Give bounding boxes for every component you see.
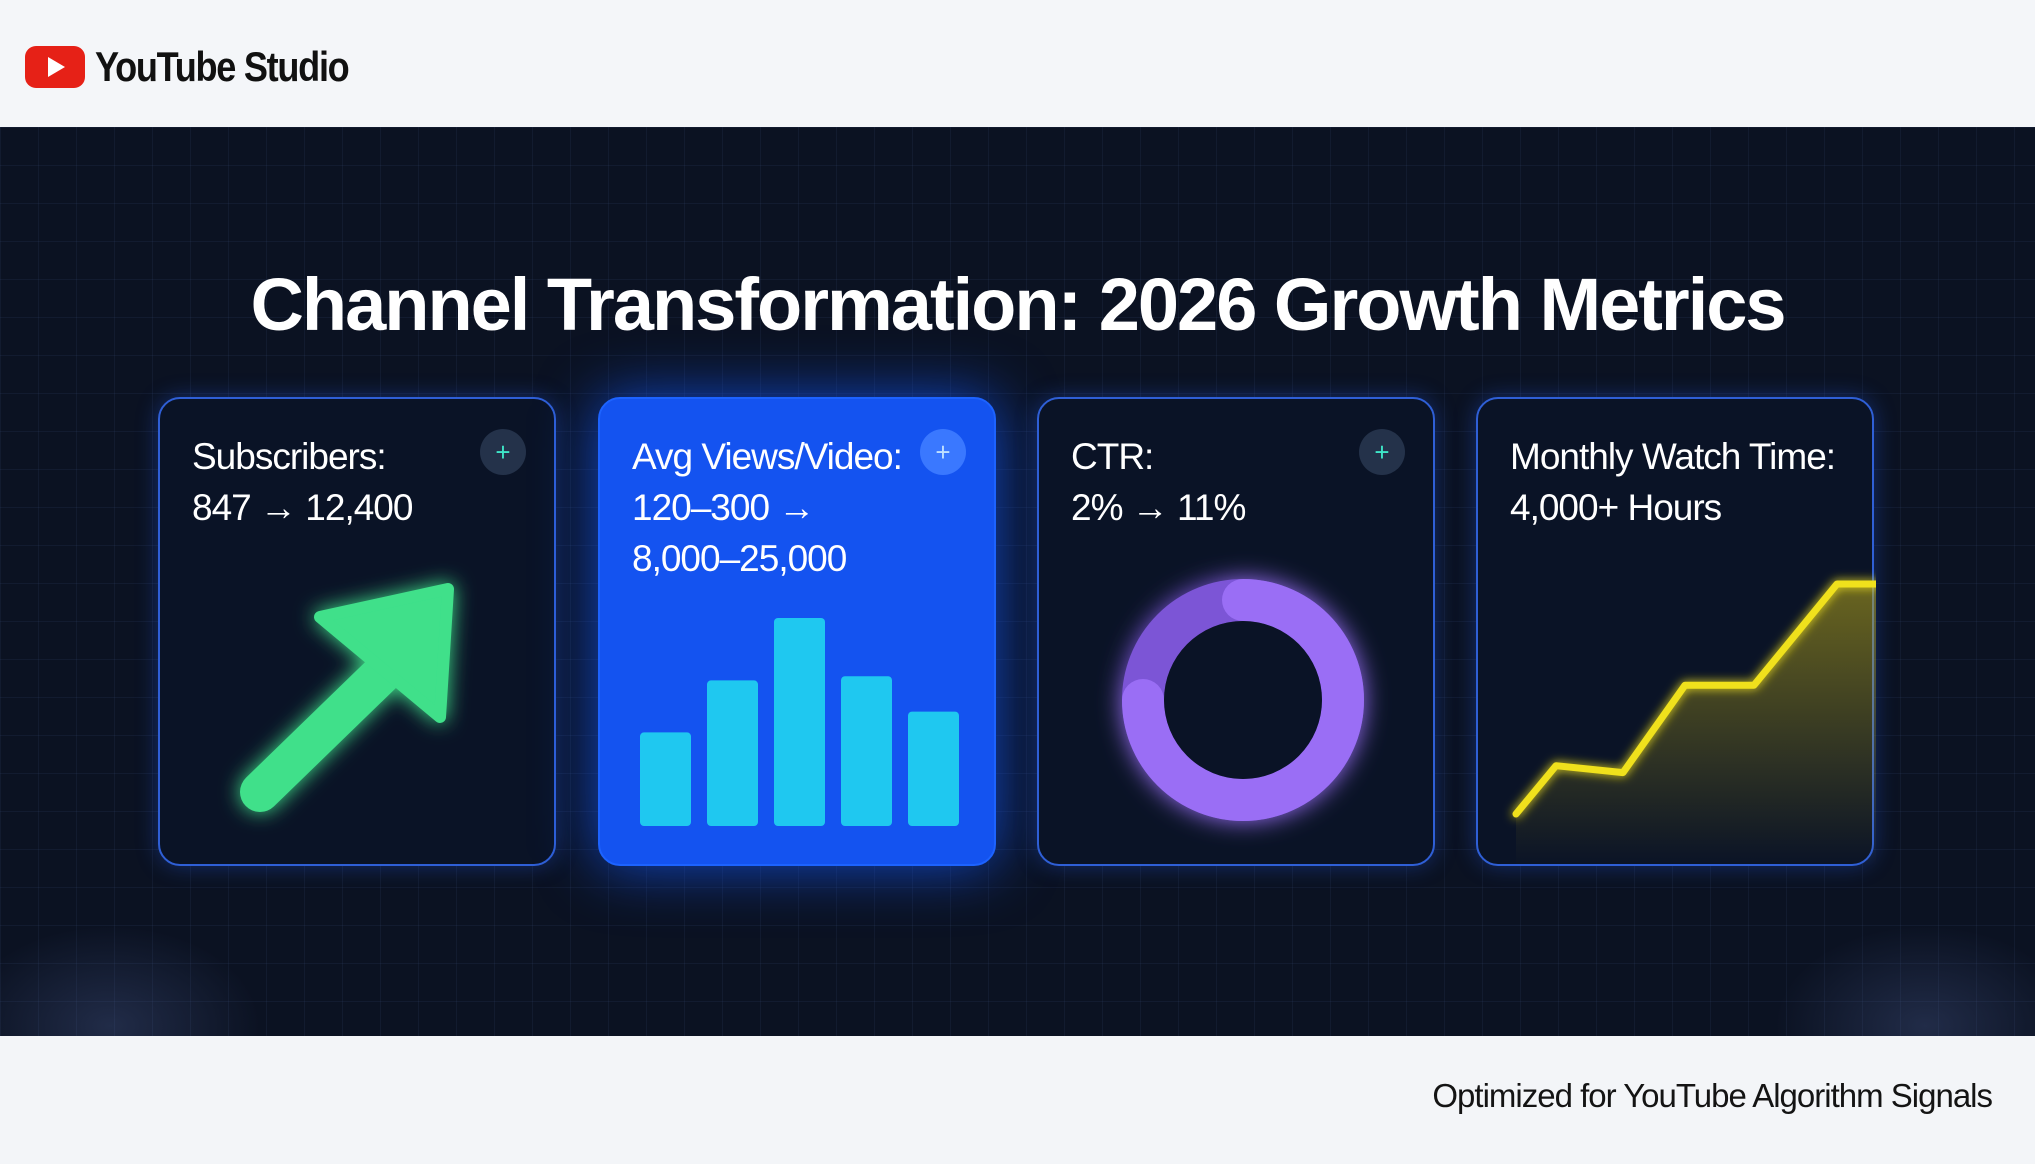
watch-time-value: 4,000+ Hours bbox=[1510, 487, 1722, 528]
subscribers-label: Subscribers: bbox=[192, 436, 387, 477]
trend-line-icon bbox=[1512, 580, 1876, 866]
glow-right bbox=[1775, 926, 2035, 1036]
top-bar: YouTube Studio bbox=[0, 0, 2035, 127]
page-title: Channel Transformation: 2026 Growth Metr… bbox=[250, 263, 1786, 346]
subscribers-plus-button[interactable]: + bbox=[480, 429, 526, 475]
trend-area bbox=[1516, 584, 1876, 866]
watch-time-label: Monthly Watch Time: bbox=[1510, 436, 1836, 477]
plus-icon: + bbox=[935, 437, 951, 467]
subscribers-value: 847 → 12,400 bbox=[192, 487, 413, 528]
bar-4 bbox=[841, 676, 892, 826]
glow-left bbox=[0, 926, 260, 1036]
ctr-label: CTR: bbox=[1071, 436, 1154, 477]
app-name: YouTube Studio bbox=[95, 43, 350, 90]
watch-time-card[interactable]: Monthly Watch Time: 4,000+ Hours bbox=[1476, 397, 1876, 866]
metrics-stage: Channel Transformation: 2026 Growth Metr… bbox=[0, 127, 2035, 1036]
ctr-card[interactable]: CTR: 2% → 11% + bbox=[1037, 397, 1435, 866]
avg-views-value: 120–300 → 8,000–25,000 bbox=[632, 482, 847, 584]
bar-3 bbox=[774, 618, 825, 826]
avg-views-plus-button[interactable]: + bbox=[920, 429, 966, 475]
avg-views-card[interactable]: Avg Views/Video: 120–300 → 8,000–25,000 … bbox=[598, 397, 996, 866]
ctr-value: 2% → 11% bbox=[1071, 487, 1246, 528]
bar-1 bbox=[640, 732, 691, 826]
avg-views-value-line-1: 120–300 → bbox=[632, 487, 815, 528]
plus-icon: + bbox=[1374, 437, 1390, 467]
bar-5 bbox=[908, 711, 959, 826]
subscribers-card[interactable]: Subscribers: 847 → 12,400 + bbox=[158, 397, 556, 866]
ring-chart-icon bbox=[1122, 579, 1364, 821]
youtube-play-icon bbox=[25, 46, 85, 88]
avg-views-label: Avg Views/Video: bbox=[632, 436, 903, 477]
ctr-plus-button[interactable]: + bbox=[1359, 429, 1405, 475]
footer-tagline: Optimized for YouTube Algorithm Signals bbox=[1432, 1077, 1993, 1114]
bar-2 bbox=[707, 680, 758, 826]
plus-icon: + bbox=[495, 437, 511, 467]
brand-logo[interactable]: YouTube Studio bbox=[25, 42, 390, 92]
up-arrow-icon bbox=[240, 583, 454, 812]
trend-line bbox=[1512, 580, 1876, 818]
avg-views-value-line-2: 8,000–25,000 bbox=[632, 538, 847, 579]
bar-chart-icon bbox=[640, 618, 959, 826]
